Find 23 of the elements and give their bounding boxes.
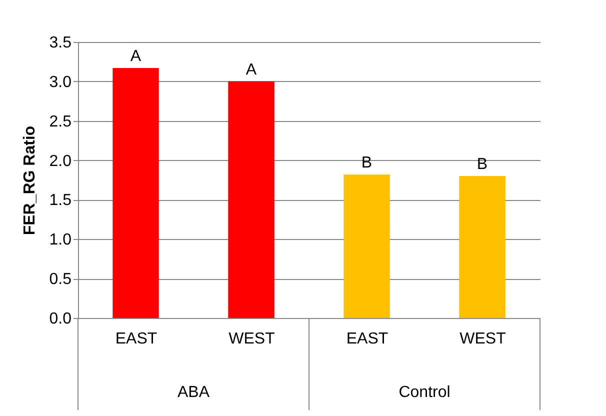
y-tick-label: 2.5 [49, 113, 72, 130]
x-tick-label: EAST [115, 330, 158, 348]
text: ABA [177, 384, 210, 401]
x-tick-label: EAST [346, 330, 388, 348]
y-axis-title: FER_RG Ratio [21, 126, 38, 236]
y-tick-label: 1.0 [49, 232, 72, 249]
y-tick-label: 1.5 [49, 192, 72, 210]
bar [112, 68, 159, 318]
bar [344, 174, 390, 318]
y-tick-label: 0.5 [49, 271, 72, 288]
y-tick-label: 0.0 [49, 310, 72, 328]
x-tick-label: WEST [460, 330, 506, 348]
annotation: A [130, 48, 142, 66]
annotation: B [476, 156, 488, 174]
y-tick-label: 2.0 [49, 152, 72, 170]
annotation: B [361, 154, 372, 172]
text: Control [398, 384, 450, 401]
annotation: A [246, 61, 257, 78]
y-tick-label: 3.5 [49, 34, 72, 52]
y-tick-label: 3.0 [49, 74, 72, 91]
bar [228, 81, 274, 318]
x-tick-label: WEST [228, 330, 276, 348]
bar [459, 176, 506, 318]
